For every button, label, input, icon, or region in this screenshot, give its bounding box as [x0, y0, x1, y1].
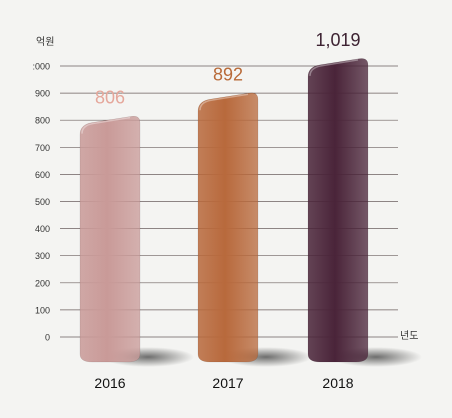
bar-highlight — [81, 116, 131, 134]
y-tick-label: 500 — [35, 197, 50, 207]
y-tick-label: 700 — [35, 143, 50, 153]
y-tick-label: 600 — [35, 170, 50, 180]
value-label: 806 — [95, 88, 125, 108]
x-tick-label: 2017 — [212, 375, 243, 391]
y-axis-label: 억원 — [36, 36, 54, 48]
y-tick-label: 400 — [35, 224, 50, 234]
bars — [79, 58, 369, 363]
y-tick-label: 300 — [35, 251, 50, 261]
y-tick-label: :000 — [32, 62, 50, 72]
y-tick-label: 800 — [35, 116, 50, 126]
y-tick-label: 100 — [35, 305, 50, 315]
bar-2016 — [79, 115, 141, 363]
bar-shadows — [102, 347, 422, 367]
bar-2018 — [307, 58, 369, 363]
x-axis-label: 년도 — [400, 330, 418, 342]
y-tick-label: 200 — [35, 278, 50, 288]
bar-2017 — [197, 92, 259, 363]
x-ticks: 2016 2017 2018 — [94, 375, 353, 391]
x-tick-label: 2016 — [94, 375, 125, 391]
y-ticks: :000 900 800 700 600 500 400 300 200 100 0 — [32, 62, 50, 343]
bar-highlight — [309, 59, 359, 76]
bar-highlight — [199, 93, 249, 111]
x-tick-label: 2018 — [322, 375, 353, 391]
value-labels: 806 892 1,019 — [95, 30, 361, 108]
value-label: 892 — [213, 64, 243, 84]
value-label: 1,019 — [315, 30, 360, 50]
y-tick-label: 900 — [35, 89, 50, 99]
y-tick-label: 0 — [45, 333, 50, 343]
